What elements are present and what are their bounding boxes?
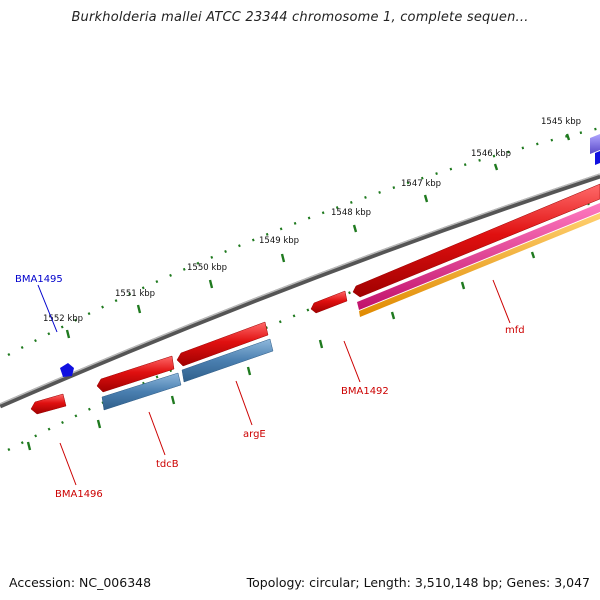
gene-mfd-red[interactable] <box>352 183 600 298</box>
accession-text: Accession: NC_006348 <box>9 575 152 590</box>
inner-major-ticks <box>26 251 536 451</box>
label-tdcb: tdcB <box>156 459 179 470</box>
darkblue-gene-feature[interactable] <box>595 151 600 165</box>
scale-label-1546: 1546 kbp <box>471 149 511 159</box>
gene-arge-blue[interactable] <box>181 338 274 383</box>
gene-mfd-magenta[interactable] <box>357 203 600 310</box>
leader-lines <box>37 279 511 486</box>
scale-label-1550: 1550 kbp <box>187 263 227 273</box>
gene-arge-red[interactable] <box>176 321 269 367</box>
scale-label-1552: 1552 kbp <box>43 314 83 324</box>
label-bma1496: BMA1496 <box>55 489 103 500</box>
outer-major-ticks <box>65 133 571 339</box>
label-bma1492: BMA1492 <box>341 386 389 397</box>
gene-mfd-orange[interactable] <box>359 213 600 317</box>
scale-labels: 1545 kbp 1546 kbp 1547 kbp 1548 kbp 1549… <box>43 117 581 324</box>
gene-bma1492[interactable] <box>310 290 348 314</box>
map-title: Burkholderia mallei ATCC 23344 chromosom… <box>71 10 529 25</box>
scale-label-1547: 1547 kbp <box>401 179 441 189</box>
scale-label-1548: 1548 kbp <box>331 208 371 218</box>
backbone-highlight <box>0 173 600 405</box>
purple-gene-feature[interactable] <box>590 134 600 154</box>
gene-labels: BMA1495 mfd BMA1492 argE tdcB BMA1496 <box>15 274 525 500</box>
scale-label-1551: 1551 kbp <box>115 289 155 299</box>
chromosome-backbone <box>0 173 600 409</box>
label-bma1495: BMA1495 <box>15 274 63 285</box>
scale-label-1545: 1545 kbp <box>541 117 581 127</box>
gene-tdcb-red[interactable] <box>96 355 175 393</box>
label-arge: argE <box>243 429 266 440</box>
scale-label-1549: 1549 kbp <box>259 236 299 246</box>
gene-bma1495[interactable] <box>60 363 74 377</box>
gene-bma1496[interactable] <box>30 393 67 415</box>
summary-text: Topology: circular; Length: 3,510,148 bp… <box>246 575 590 590</box>
gene-tdcb-blue[interactable] <box>101 372 182 411</box>
label-mfd: mfd <box>505 325 525 336</box>
